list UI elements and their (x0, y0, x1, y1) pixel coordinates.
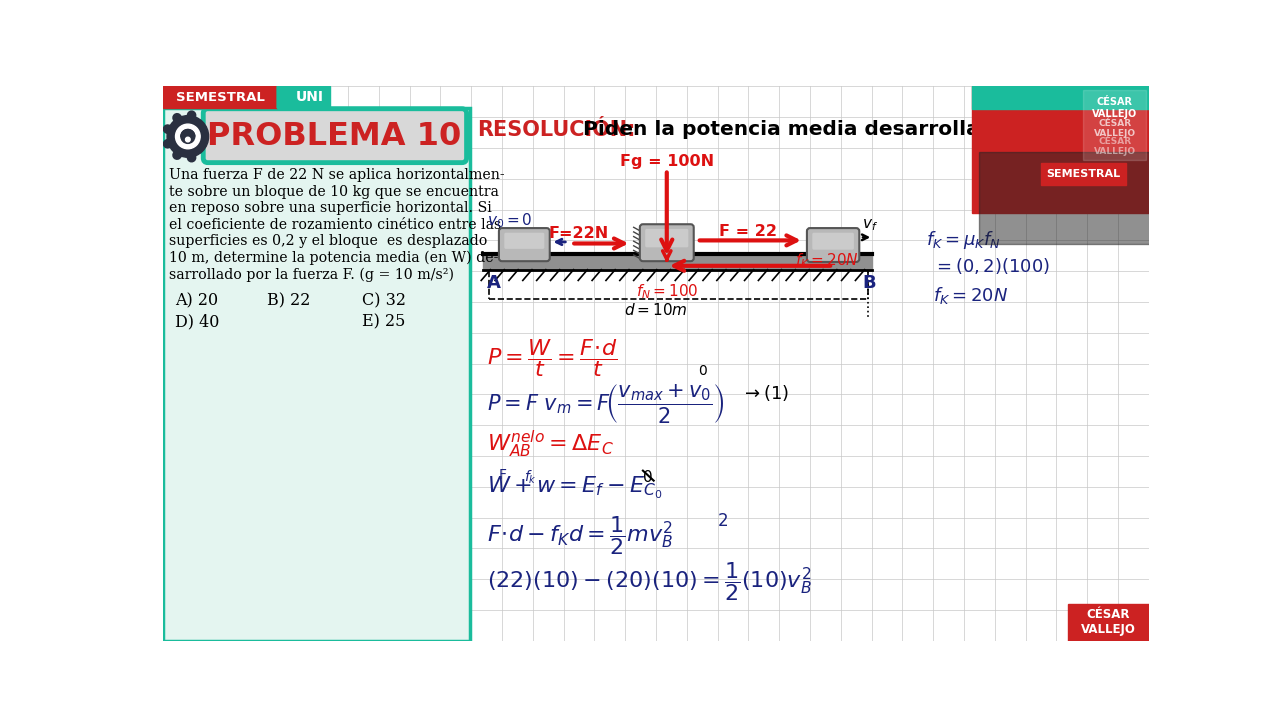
Text: B: B (863, 274, 876, 292)
Text: D) 40: D) 40 (175, 313, 219, 330)
Text: $\rightarrow (1)$: $\rightarrow (1)$ (741, 383, 788, 403)
Text: UNI: UNI (296, 90, 324, 104)
Text: C) 32: C) 32 (362, 293, 406, 310)
Text: Piden la potencia media desarrollada por: Piden la potencia media desarrollada por (582, 120, 1053, 139)
Text: E) 25: E) 25 (362, 313, 406, 330)
FancyBboxPatch shape (204, 109, 467, 163)
Polygon shape (972, 86, 1149, 213)
FancyBboxPatch shape (806, 228, 859, 262)
FancyBboxPatch shape (645, 229, 689, 248)
Circle shape (168, 116, 209, 157)
Text: $f_K = 20N$: $f_K = 20N$ (933, 285, 1009, 306)
Text: te sobre un bloque de 10 kg que se encuentra: te sobre un bloque de 10 kg que se encue… (169, 184, 499, 199)
FancyBboxPatch shape (499, 228, 549, 261)
Text: $= (0,2)(100)$: $= (0,2)(100)$ (933, 256, 1051, 276)
Text: $f_K = \mu_K f_N$: $f_K = \mu_K f_N$ (925, 229, 1001, 251)
Bar (979, 152, 1157, 244)
Text: F=22N: F=22N (549, 226, 609, 241)
Text: CÉSAR
VALLEJO: CÉSAR VALLEJO (1094, 119, 1135, 138)
Text: Una fuerza F de 22 N se aplica horizontalmen-: Una fuerza F de 22 N se aplica horizonta… (169, 168, 506, 182)
FancyBboxPatch shape (504, 233, 544, 249)
Text: Fg = 100N: Fg = 100N (620, 154, 714, 169)
Polygon shape (278, 86, 296, 108)
Bar (278, 86, 329, 108)
Text: CÉSAR
VALLEJO: CÉSAR VALLEJO (1080, 608, 1135, 636)
Text: $v_f$: $v_f$ (861, 217, 878, 233)
Polygon shape (972, 86, 1149, 109)
Text: CÉSAR
VALLEJO: CÉSAR VALLEJO (1094, 137, 1135, 156)
Circle shape (180, 130, 195, 143)
Text: B) 22: B) 22 (268, 293, 311, 310)
Text: superficies es 0,2 y el bloque  es desplazado: superficies es 0,2 y el bloque es despla… (169, 234, 488, 248)
Text: en reposo sobre una superficie horizontal. Si: en reposo sobre una superficie horizonta… (169, 201, 492, 215)
Text: F = 22: F = 22 (719, 224, 777, 238)
Bar (164, 108, 470, 641)
Text: $W_{AB}^{nelo} = \Delta E_C$: $W_{AB}^{nelo} = \Delta E_C$ (486, 429, 613, 460)
Bar (1068, 604, 1149, 641)
FancyBboxPatch shape (813, 233, 854, 250)
Text: $f_K = 20N$: $f_K = 20N$ (795, 251, 859, 270)
Text: A) 20: A) 20 (175, 293, 218, 310)
Bar (979, 86, 1149, 213)
Circle shape (186, 138, 191, 142)
Text: 2: 2 (718, 512, 728, 530)
Circle shape (175, 124, 200, 149)
Text: $d = 10m$: $d = 10m$ (625, 302, 687, 318)
Bar (483, 254, 872, 270)
Text: 0: 0 (698, 364, 707, 377)
Text: PROBLEMA 10: PROBLEMA 10 (207, 121, 461, 152)
FancyBboxPatch shape (640, 224, 694, 261)
Text: F: F (498, 468, 506, 482)
Text: el coeficiente de rozamiento cinético entre las: el coeficiente de rozamiento cinético en… (169, 217, 502, 232)
Text: 0: 0 (644, 470, 653, 485)
Bar (164, 108, 470, 641)
Text: $f_N = 100$: $f_N = 100$ (635, 283, 698, 302)
Text: SEMESTRAL: SEMESTRAL (175, 91, 265, 104)
Text: sarrollado por la fuerza F. (g = 10 m/s²): sarrollado por la fuerza F. (g = 10 m/s²… (169, 267, 454, 282)
Text: CÉSAR
VALLEJO: CÉSAR VALLEJO (1092, 97, 1138, 119)
Bar (164, 86, 278, 108)
Text: $W + w = E_{f} - E_{C_0}$: $W + w = E_{f} - E_{C_0}$ (486, 475, 662, 501)
Text: $P= \dfrac{W}{t} = \dfrac{F \!\cdot\! d}{t}$: $P= \dfrac{W}{t} = \dfrac{F \!\cdot\! d}… (486, 337, 617, 379)
Text: $(22)(10) - (20)(10) = \dfrac{1}{2}(10)v_B^2$: $(22)(10) - (20)(10) = \dfrac{1}{2}(10)v… (486, 560, 812, 603)
Text: SEMESTRAL: SEMESTRAL (1046, 169, 1120, 179)
Polygon shape (180, 130, 195, 137)
Text: $F\!\cdot\! d - f_K d = \dfrac{1}{2}mv_B^2$: $F\!\cdot\! d - f_K d = \dfrac{1}{2}mv_B… (486, 514, 673, 557)
Bar (1041, 163, 1125, 185)
Text: $v_0=0$: $v_0=0$ (486, 211, 532, 230)
Text: 10 m, determine la potencia media (en W) de-: 10 m, determine la potencia media (en W)… (169, 251, 499, 265)
Text: A: A (486, 274, 500, 292)
Bar (1083, 90, 1147, 160)
Text: $P = F\ v_m = F\!\left(\dfrac{v_{max}+v_0}{2}\right)$: $P = F\ v_m = F\!\left(\dfrac{v_{max}+v_… (486, 383, 724, 426)
Text: RESOLUCIÓN:: RESOLUCIÓN: (477, 120, 636, 140)
Text: $f_k$: $f_k$ (524, 468, 536, 486)
